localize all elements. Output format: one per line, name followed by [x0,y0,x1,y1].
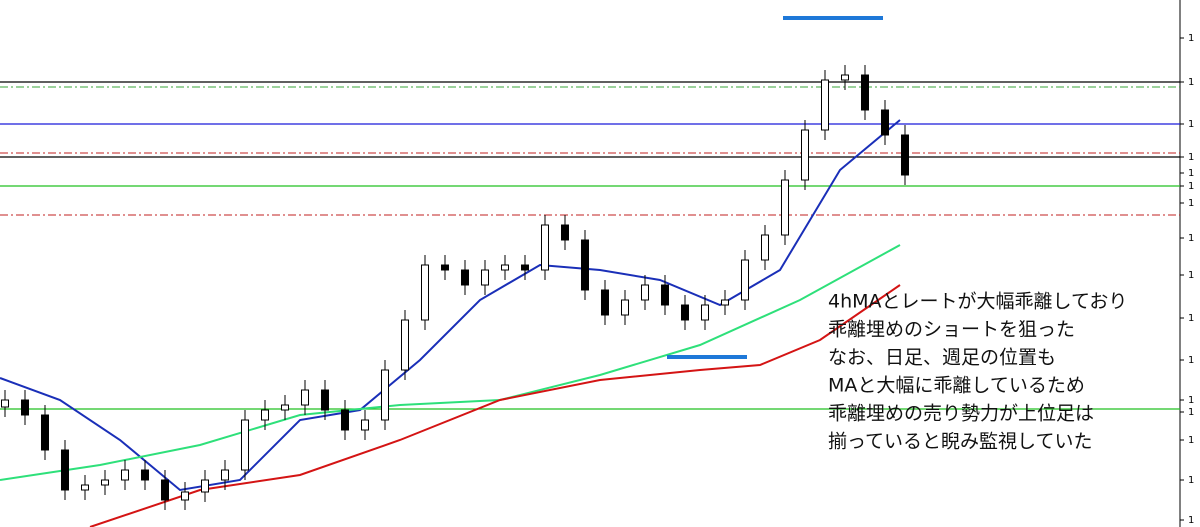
candle-body [561,224,569,241]
candle-body [721,299,729,306]
annotation-text: MAと大幅に乖離しているため [828,375,1085,397]
candle-body [681,304,689,321]
y-tick-label: 1 [1188,475,1194,486]
y-tick-label: 1 [1188,198,1194,209]
candle-body [161,479,169,501]
candle-body [321,389,329,411]
candle-body [701,304,709,321]
y-tick-label: 1 [1188,515,1194,526]
candle-body [21,399,29,416]
candle-body [341,409,349,431]
candle-body [201,479,209,493]
candle-body [61,449,69,491]
candle-body [641,284,649,301]
candle-body [361,419,369,431]
candle-body [541,224,549,271]
candle-body [141,469,149,481]
candle-body [241,419,249,471]
candle-body [621,299,629,316]
y-tick-label: 1 [1188,77,1194,88]
moving-average [0,244,901,481]
y-tick-label: 1 [1188,270,1194,281]
candle-body [121,469,129,481]
y-tick-label: 1 [1188,181,1194,192]
candle-body [881,109,889,136]
y-tick-label: 1 [1188,435,1194,446]
y-tick-label: 1 [1188,313,1194,324]
candle-body [501,264,509,271]
y-tick-label: 1 [1188,233,1194,244]
candle-body [821,79,829,131]
y-tick-label: 1 [1188,395,1194,406]
candle-body [841,74,849,81]
candle-body [401,319,409,371]
candle-body [421,264,429,321]
candle-body [521,264,529,271]
candle-body [381,369,389,421]
candle-body [41,414,49,451]
moving-average [0,119,901,492]
candle-body [461,269,469,286]
annotation-text: 乖離埋めの売り勢力が上位足は [828,403,1094,425]
candle-body [661,284,669,306]
candle-body [221,469,229,481]
annotation-text: 揃っていると睨み監視していた [828,431,1092,453]
y-tick-label: 1 [1188,119,1194,130]
candle-body [481,269,489,286]
candle-body [801,129,809,181]
candle-body [101,479,109,486]
candle-body [301,389,309,406]
y-tick-label: 1 [1188,168,1194,179]
candle-body [1,399,9,408]
candle-body [741,259,749,301]
annotation-text: なお、日足、週足の位置も [828,347,1056,369]
candle-body [761,234,769,261]
y-tick-label: 1 [1188,33,1194,44]
candle-body [181,491,189,501]
candle-body [581,239,589,291]
annotation-text: 4hMAとレートが大幅乖離しており [828,291,1127,313]
candle-body [281,404,289,411]
annotation-text: 乖離埋めのショートを狙った [828,319,1075,341]
candle-body [441,264,449,271]
candle-body [261,409,269,421]
y-tick-label: 1 [1188,355,1194,366]
moving-average [89,284,901,527]
candle-body [601,289,609,316]
candle-body [781,179,789,236]
candle-body [901,134,909,176]
candle-body [81,484,89,491]
y-tick-label: 1 [1188,407,1194,418]
y-tick-label: 1 [1188,152,1194,163]
candle-body [861,74,869,111]
